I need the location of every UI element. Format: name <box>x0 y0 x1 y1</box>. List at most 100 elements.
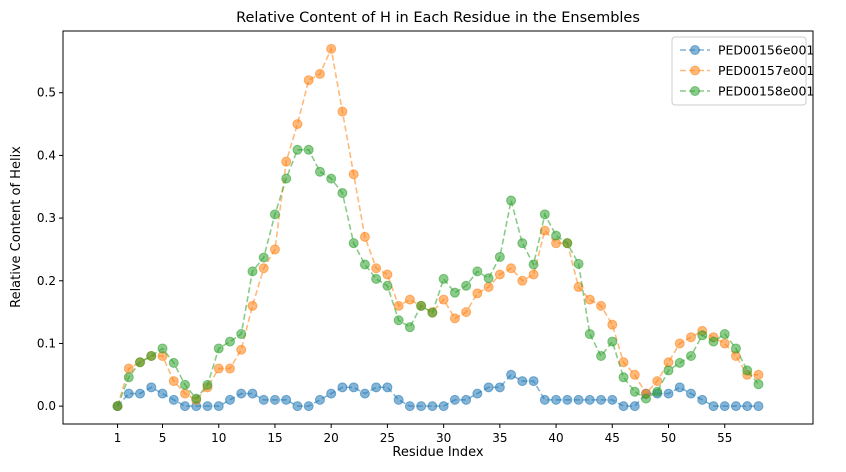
data-point <box>326 388 337 399</box>
x-tick-label: 25 <box>380 431 395 445</box>
data-point <box>562 394 573 405</box>
data-point <box>719 329 730 340</box>
data-point <box>213 401 224 412</box>
data-point <box>607 394 618 405</box>
x-tick-label: 5 <box>159 431 167 445</box>
data-point <box>461 394 472 405</box>
legend-marker <box>690 86 700 96</box>
data-point <box>449 313 460 324</box>
data-point <box>618 372 629 383</box>
data-point <box>146 382 157 393</box>
data-point <box>539 394 550 405</box>
data-point <box>483 282 494 293</box>
data-point <box>528 376 539 387</box>
y-tick-label: 0.2 <box>37 274 56 288</box>
data-point <box>359 231 370 242</box>
data-point <box>584 394 595 405</box>
data-point <box>303 401 314 412</box>
data-point <box>314 394 325 405</box>
data-point <box>348 169 359 180</box>
data-point <box>123 372 134 383</box>
series-line <box>116 46 759 407</box>
data-point <box>281 156 292 167</box>
data-point <box>348 238 359 249</box>
data-point <box>382 280 393 291</box>
data-point <box>472 266 483 277</box>
data-point <box>629 401 640 412</box>
y-axis: 0.0 0.1 0.2 0.3 0.4 0.5 <box>37 86 63 413</box>
data-point <box>506 195 517 206</box>
data-point <box>663 388 674 399</box>
data-point <box>449 287 460 298</box>
data-point <box>607 336 618 347</box>
data-point <box>685 332 696 343</box>
data-point <box>224 394 235 405</box>
legend-label: PED00156e001 <box>718 43 814 58</box>
data-point <box>461 280 472 291</box>
data-point <box>438 273 449 284</box>
data-point <box>371 263 382 274</box>
data-point <box>427 401 438 412</box>
legend: PED00156e001 PED00157e001 PED00158e001 <box>671 36 814 106</box>
data-point <box>269 244 280 255</box>
data-point <box>472 388 483 399</box>
data-point <box>685 388 696 399</box>
data-point <box>652 376 663 387</box>
data-point <box>269 209 280 220</box>
data-point <box>506 263 517 274</box>
x-tick-label: 35 <box>492 431 507 445</box>
data-point <box>641 393 652 404</box>
x-axis: 1 5 10 15 20 25 30 35 40 45 50 55 <box>114 424 732 445</box>
x-axis-label: Residue Index <box>392 445 484 460</box>
data-point <box>326 43 337 54</box>
data-point <box>213 363 224 374</box>
data-point <box>258 394 269 405</box>
data-point <box>213 343 224 354</box>
data-point <box>753 379 764 390</box>
data-point <box>202 401 213 412</box>
data-point <box>753 369 764 380</box>
y-tick-label: 0.0 <box>37 399 56 413</box>
series-PED00158e001 <box>112 144 764 412</box>
data-point <box>596 300 607 311</box>
legend-label: PED00157e001 <box>718 63 814 78</box>
data-point <box>517 238 528 249</box>
data-point <box>517 275 528 286</box>
legend-marker <box>690 45 700 55</box>
data-point <box>247 266 258 277</box>
data-point <box>573 394 584 405</box>
data-point <box>506 369 517 380</box>
data-point <box>247 300 258 311</box>
data-point <box>708 401 719 412</box>
data-point <box>573 282 584 293</box>
y-tick-label: 0.4 <box>37 148 56 162</box>
data-point <box>236 329 247 340</box>
data-point <box>382 269 393 280</box>
legend-marker <box>690 65 700 76</box>
y-tick-label: 0.3 <box>37 211 56 225</box>
data-point <box>483 273 494 284</box>
data-point <box>337 188 348 199</box>
data-point <box>371 273 382 284</box>
data-point <box>461 307 472 318</box>
data-point <box>730 401 741 412</box>
data-point <box>314 68 325 79</box>
data-point <box>404 294 415 305</box>
data-point <box>303 144 314 155</box>
legend-item: PED00157e001 <box>680 63 814 78</box>
data-point <box>742 401 753 412</box>
data-point <box>146 350 157 361</box>
series-PED00156e001 <box>112 369 764 412</box>
legend-item: PED00158e001 <box>680 84 814 99</box>
data-point <box>359 259 370 270</box>
legend-item: PED00156e001 <box>680 43 814 58</box>
data-point <box>123 363 134 374</box>
data-point <box>528 269 539 280</box>
data-point <box>551 394 562 405</box>
data-point <box>180 401 191 412</box>
data-point <box>596 394 607 405</box>
x-tick-label: 45 <box>605 431 620 445</box>
data-point <box>292 144 303 155</box>
data-point <box>224 336 235 347</box>
data-point <box>382 382 393 393</box>
